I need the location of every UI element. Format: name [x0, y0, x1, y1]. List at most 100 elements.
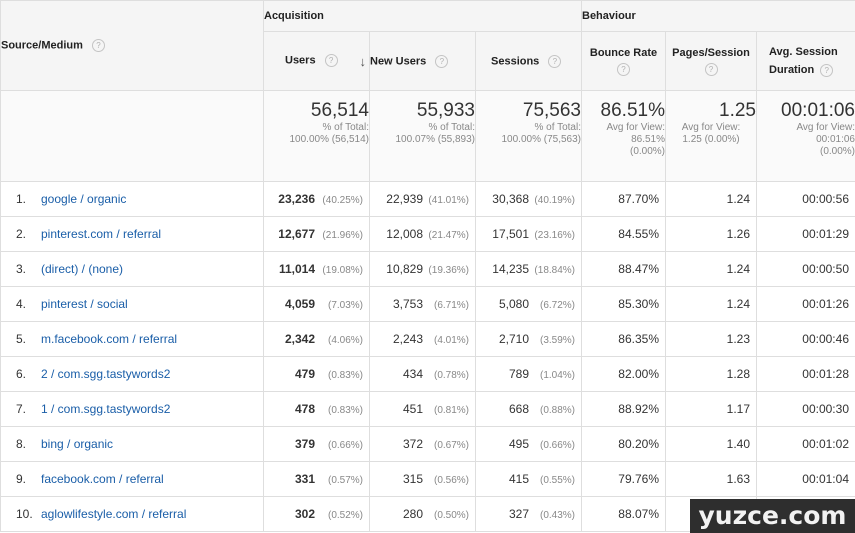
total-bounce-rate-value: 86.51% [600, 100, 665, 121]
new-users-percent: (0.50%) [433, 510, 469, 521]
table-row: 4. pinterest / social 4,059 (7.03%) 3,753 (6.… [0, 286, 855, 322]
total-avg-duration-sub3: (0.00%) [819, 146, 855, 157]
pages-session-cell: 1.24 [665, 181, 757, 217]
sessions-cell: 495 (0.66%) [475, 426, 582, 462]
users-cell: 478 (0.83%) [263, 391, 370, 427]
help-icon[interactable]: ? [820, 63, 834, 77]
sessions-percent: (3.59%) [539, 335, 575, 346]
column-header-sessions[interactable]: Sessions ? [475, 31, 582, 91]
new-users-cell: 3,753 (6.71%) [369, 286, 476, 322]
new-users-cell: 434 (0.78%) [369, 356, 476, 392]
avg-duration-cell: 00:01:29 [756, 216, 855, 252]
source-medium-link[interactable]: m.facebook.com / referral [41, 332, 178, 346]
source-medium-link[interactable]: (direct) / (none) [41, 262, 124, 276]
help-icon[interactable]: ? [617, 62, 630, 76]
source-medium-link[interactable]: pinterest / social [41, 297, 128, 311]
users-cell: 302 (0.52%) [263, 496, 370, 532]
column-header-bounce-rate[interactable]: Bounce Rate ? [581, 31, 666, 91]
sessions-percent: (1.04%) [539, 370, 575, 381]
table-body: 1. google / organic 23,236 (40.25%) 22,939 (4… [0, 181, 855, 532]
users-percent: (40.25%) [322, 195, 363, 206]
source-cell: 6. 2 / com.sgg.tastywords2 [0, 356, 264, 392]
sessions-cell: 5,080 (6.72%) [475, 286, 582, 322]
column-header-avg-session-duration[interactable]: Avg. Session Duration? [756, 31, 855, 91]
new-users-header-label: New Users [370, 54, 427, 67]
users-percent: (21.96%) [322, 230, 363, 241]
bounce-rate-header-label: Bounce Rate [589, 46, 658, 59]
new-users-value: 12,008 [386, 227, 423, 241]
help-icon[interactable]: ? [435, 54, 449, 68]
users-percent: (0.83%) [327, 405, 363, 416]
new-users-value: 2,243 [392, 332, 423, 346]
dimension-header[interactable]: Source/Medium ? [0, 0, 264, 91]
new-users-cell: 22,939 (41.01%) [369, 181, 476, 217]
source-cell: 2. pinterest.com / referral [0, 216, 264, 252]
sessions-value: 789 [508, 367, 529, 381]
total-new-users-sub1: % of Total: [428, 122, 475, 133]
users-cell: 2,342 (4.06%) [263, 321, 370, 357]
column-header-row: Users ? ↓ New Users ? Sessions ? Bounce … [1, 31, 855, 91]
help-icon[interactable]: ? [91, 39, 105, 52]
source-medium-link[interactable]: bing / organic [41, 437, 114, 451]
table-row: 1. google / organic 23,236 (40.25%) 22,939 (4… [0, 181, 855, 217]
help-icon[interactable]: ? [704, 62, 718, 76]
bounce-rate-cell: 84.55% [581, 216, 666, 252]
source-medium-link[interactable]: facebook.com / referral [41, 472, 164, 486]
row-index: 3. [16, 262, 27, 276]
avg-duration-cell: 00:00:50 [756, 251, 855, 287]
source-cell: 7. 1 / com.sgg.tastywords2 [0, 391, 264, 427]
sessions-percent: (0.66%) [539, 440, 575, 451]
sessions-cell: 327 (0.43%) [475, 496, 582, 532]
users-value: 479 [294, 367, 315, 381]
sessions-header-label: Sessions [491, 54, 540, 67]
users-percent: (0.83%) [327, 370, 363, 381]
column-header-new-users[interactable]: New Users ? [369, 31, 476, 91]
total-users-value: 56,514 [310, 100, 369, 121]
source-medium-link[interactable]: pinterest.com / referral [41, 227, 162, 241]
table-row: 2. pinterest.com / referral 12,677 (21.96%)… [0, 216, 855, 252]
watermark: yuzce.com [690, 499, 855, 533]
table-row: 5. m.facebook.com / referral 2,342 (4.06%) 2… [0, 321, 855, 357]
sessions-cell: 789 (1.04%) [475, 356, 582, 392]
total-users-sub2: 100.00% (56,514) [289, 134, 369, 145]
sessions-cell: 17,501 (23.16%) [475, 216, 582, 252]
total-bounce-rate: 86.51% Avg for View: 86.51% (0.00%) [581, 90, 666, 182]
total-avg-duration-sub1: Avg for View: [796, 122, 855, 133]
row-index: 2. [16, 227, 27, 241]
bounce-rate-cell: 88.07% [581, 496, 666, 532]
sessions-value: 327 [508, 507, 529, 521]
bounce-rate-cell: 79.76% [581, 461, 666, 497]
total-new-users-sub2: 100.07% (55,893) [395, 134, 475, 145]
new-users-value: 22,939 [386, 192, 423, 206]
avg-duration-cell: 00:01:28 [756, 356, 855, 392]
users-cell: 479 (0.83%) [263, 356, 370, 392]
sessions-percent: (23.16%) [534, 230, 575, 241]
column-header-users[interactable]: Users ? ↓ [263, 31, 370, 91]
new-users-percent: (4.01%) [433, 335, 469, 346]
column-header-pages-session[interactable]: Pages/Session ? [665, 31, 757, 91]
sort-descending-icon[interactable]: ↓ [359, 53, 367, 69]
avg-duration-cell: 00:00:46 [756, 321, 855, 357]
pages-session-cell: 1.24 [665, 286, 757, 322]
source-medium-link[interactable]: google / organic [41, 192, 127, 206]
row-index: 6. [16, 367, 27, 381]
help-icon[interactable]: ? [324, 53, 338, 67]
new-users-value: 315 [402, 472, 423, 486]
source-medium-link[interactable]: 1 / com.sgg.tastywords2 [41, 402, 171, 416]
bounce-rate-cell: 82.00% [581, 356, 666, 392]
source-medium-link[interactable]: 2 / com.sgg.tastywords2 [41, 367, 171, 381]
users-value: 302 [294, 507, 315, 521]
dimension-header-label: Source/Medium [1, 39, 83, 52]
help-icon[interactable]: ? [548, 54, 562, 68]
sessions-value: 415 [508, 472, 529, 486]
sessions-value: 668 [508, 402, 529, 416]
sessions-percent: (18.84%) [534, 265, 575, 276]
source-medium-link[interactable]: aglowlifestyle.com / referral [41, 507, 187, 521]
users-cell: 4,059 (7.03%) [263, 286, 370, 322]
avg-session-header-label: Avg. Session [769, 46, 838, 58]
users-value: 4,059 [284, 297, 315, 311]
users-value: 478 [294, 402, 315, 416]
total-sessions: 75,563 % of Total: 100.00% (75,563) [475, 90, 582, 182]
sessions-value: 30,368 [492, 192, 529, 206]
